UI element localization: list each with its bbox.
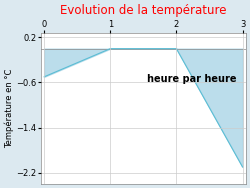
- Text: heure par heure: heure par heure: [147, 74, 236, 84]
- Y-axis label: Température en °C: Température en °C: [4, 69, 14, 148]
- Title: Evolution de la température: Evolution de la température: [60, 4, 226, 17]
